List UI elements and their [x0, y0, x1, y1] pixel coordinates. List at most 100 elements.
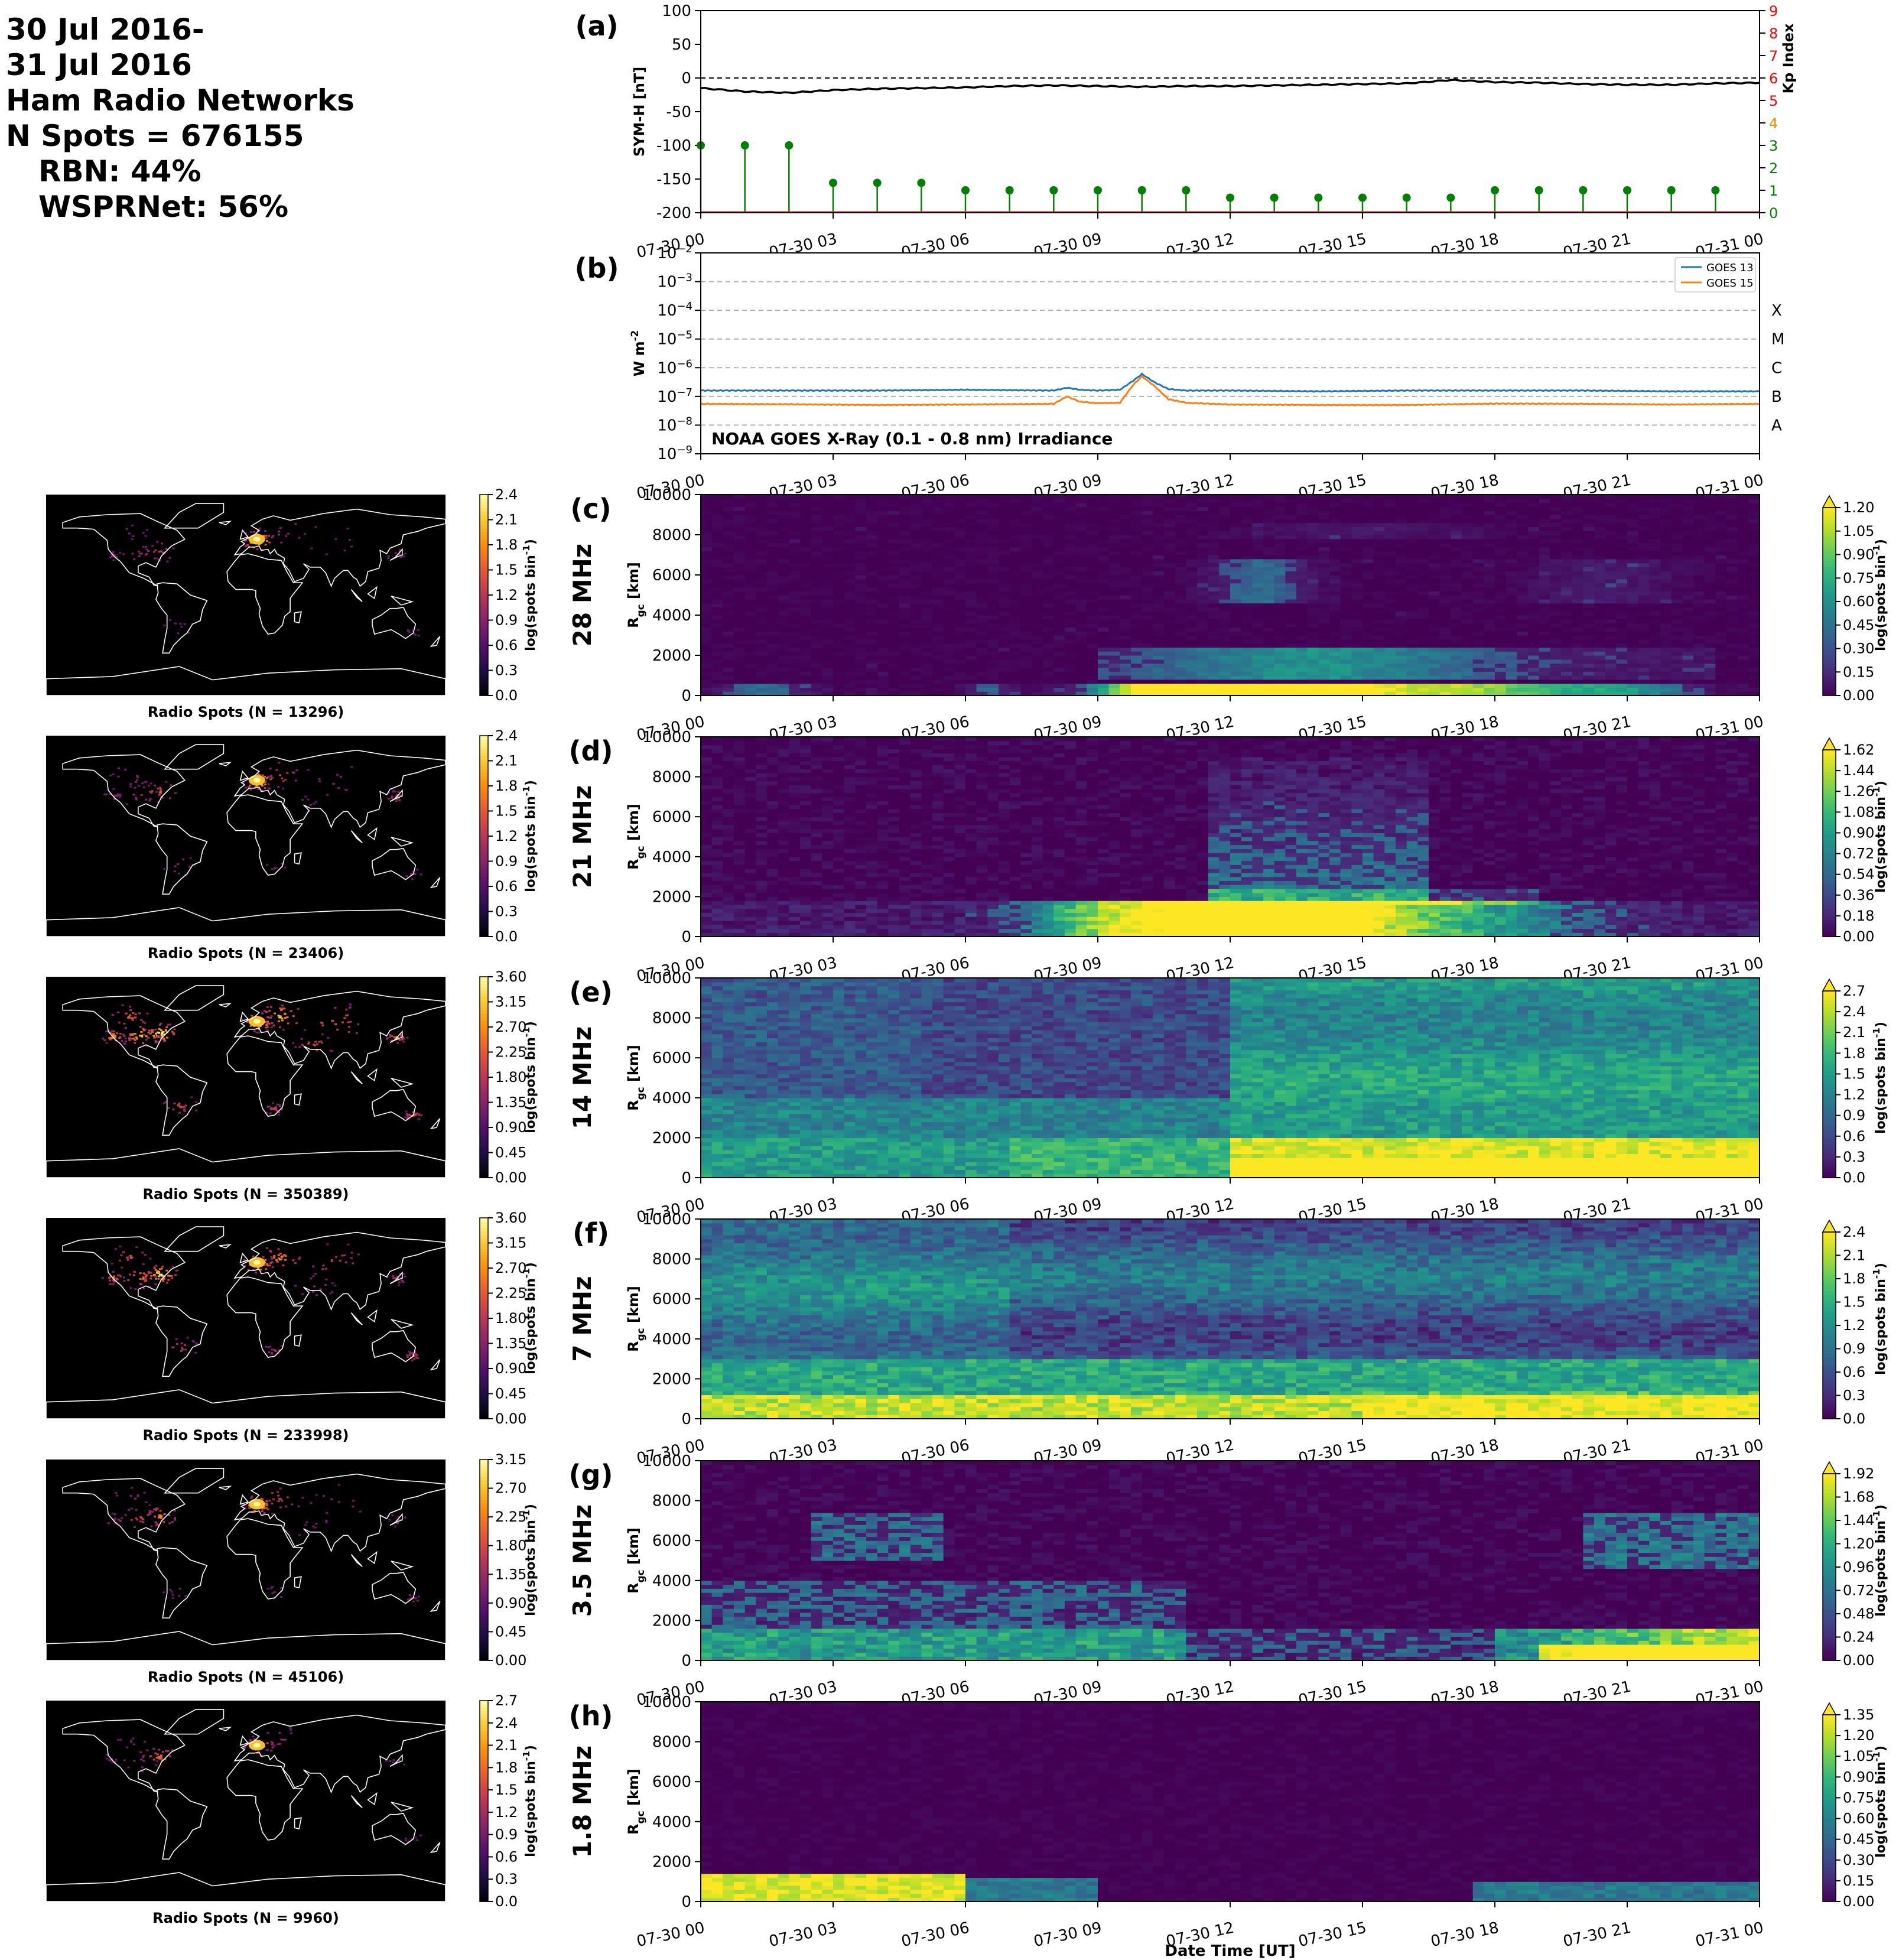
- heatmap-cell: [1208, 543, 1220, 547]
- heatmap-cell: [833, 680, 844, 684]
- heatmap-cell: [855, 651, 866, 655]
- heatmap-cell: [1153, 579, 1164, 583]
- heatmap-cell: [1208, 667, 1220, 671]
- heatmap-cell: [1285, 531, 1296, 535]
- heatmap-cell: [1020, 684, 1032, 688]
- heatmap-cell: [911, 599, 922, 603]
- heatmap-cell: [1208, 651, 1220, 655]
- heatmap-cell: [1065, 687, 1076, 691]
- heatmap-cell: [1296, 571, 1308, 575]
- heatmap-cell: [1208, 515, 1220, 519]
- heatmap-cell: [1263, 523, 1274, 527]
- heatmap-cell: [1186, 519, 1197, 523]
- heatmap-cell: [1065, 607, 1076, 611]
- heatmap-cell: [1032, 563, 1043, 567]
- heatmap-cell: [1274, 531, 1286, 535]
- heatmap-cell: [855, 684, 866, 688]
- heatmap-cell: [811, 555, 822, 559]
- heatmap-cell: [1109, 671, 1120, 675]
- heatmap-cell: [1131, 531, 1142, 535]
- heatmap-cell: [944, 495, 955, 499]
- heatmap-cell: [911, 539, 922, 543]
- heatmap-cell: [888, 551, 899, 555]
- heatmap-cell: [965, 547, 977, 551]
- heatmap-cell: [932, 531, 944, 535]
- heatmap-cell: [811, 643, 822, 648]
- heatmap-cell: [800, 651, 811, 655]
- heatmap-cell: [1120, 664, 1131, 668]
- heatmap-cell: [789, 519, 800, 523]
- heatmap-cell: [1098, 643, 1109, 648]
- heatmap-cell: [987, 623, 999, 628]
- heatmap-cell: [1230, 519, 1241, 523]
- heatmap-cell: [1263, 555, 1274, 559]
- heatmap-cell: [800, 523, 811, 527]
- heatmap-cell: [1087, 651, 1098, 655]
- heatmap-cell: [1318, 526, 1329, 531]
- heatmap-cell: [1010, 607, 1021, 611]
- heatmap-cell: [1053, 535, 1065, 539]
- heatmap-cell: [911, 535, 922, 539]
- heatmap-cell: [1230, 563, 1241, 567]
- heatmap-cell: [1197, 647, 1208, 651]
- heatmap-cell: [999, 680, 1010, 684]
- heatmap-cell: [844, 559, 856, 563]
- heatmap-cell: [987, 531, 999, 535]
- heatmap-cell: [944, 659, 955, 664]
- heatmap-cell: [1252, 535, 1263, 539]
- heatmap-cell: [921, 511, 932, 515]
- heatmap-cell: [1308, 643, 1319, 648]
- heatmap-cell: [1087, 623, 1098, 628]
- heatmap-cell: [1010, 539, 1021, 543]
- heatmap-cell: [987, 519, 999, 523]
- heatmap-cell: [1274, 499, 1286, 503]
- heatmap-cell: [954, 519, 965, 523]
- heatmap-cell: [866, 635, 877, 639]
- heatmap-cell: [1142, 607, 1153, 611]
- heatmap-cell: [954, 664, 965, 668]
- heatmap-cell: [899, 664, 911, 668]
- heatmap-cell: [833, 547, 844, 551]
- heatmap-cell: [767, 607, 778, 611]
- heatmap-cell: [1208, 547, 1220, 551]
- heatmap-cell: [977, 587, 988, 591]
- heatmap-cell: [954, 631, 965, 635]
- heatmap-cell: [833, 635, 844, 639]
- heatmap-cell: [723, 587, 734, 591]
- heatmap-cell: [987, 587, 999, 591]
- heatmap-cell: [734, 539, 745, 543]
- heatmap-cell: [1053, 651, 1065, 655]
- heatmap-cell: [1142, 631, 1153, 635]
- heatmap-cell: [899, 599, 911, 603]
- heatmap-cell: [811, 587, 822, 591]
- heatmap-cell: [899, 575, 911, 579]
- heatmap-cell: [911, 547, 922, 551]
- heatmap-cell: [1142, 671, 1153, 675]
- heatmap-cell: [1263, 619, 1274, 623]
- heatmap-cell: [899, 555, 911, 559]
- heatmap-cell: [701, 551, 712, 555]
- heatmap-cell: [1053, 664, 1065, 668]
- heatmap-cell: [944, 619, 955, 623]
- heatmap-cell: [1087, 635, 1098, 639]
- heatmap-cell: [921, 559, 932, 563]
- heatmap-cell: [1043, 559, 1054, 563]
- heatmap-cell: [1241, 647, 1253, 651]
- heatmap-cell: [866, 655, 877, 659]
- heatmap-cell: [1142, 551, 1153, 555]
- heatmap-cell: [1274, 571, 1286, 575]
- heatmap-cell: [1219, 599, 1230, 603]
- heatmap-cell: [1186, 651, 1197, 655]
- heatmap-cell: [1197, 603, 1208, 607]
- heatmap-cell: [1164, 619, 1175, 623]
- heatmap-cell: [1230, 639, 1241, 643]
- heatmap-cell: [1098, 603, 1109, 607]
- heatmap-cell: [778, 643, 789, 648]
- heatmap-cell: [778, 575, 789, 579]
- heatmap-cell: [866, 615, 877, 619]
- heatmap-cell: [1285, 503, 1296, 507]
- heatmap-cell: [1285, 519, 1296, 523]
- heatmap-cell: [778, 543, 789, 547]
- heatmap-cell: [965, 506, 977, 511]
- heatmap-cell: [1197, 495, 1208, 499]
